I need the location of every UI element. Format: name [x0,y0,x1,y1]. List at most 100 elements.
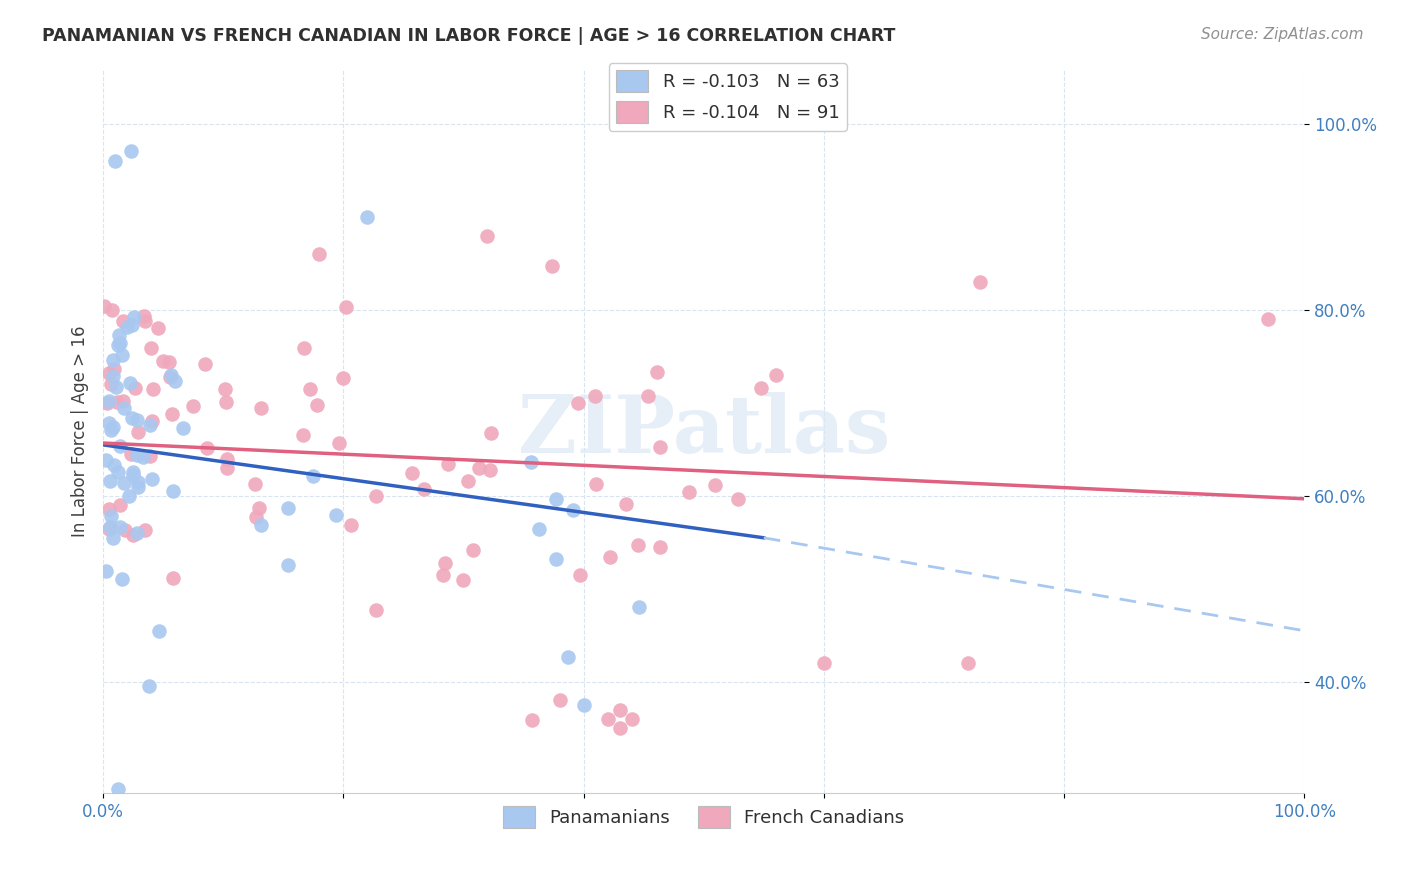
Point [956,657,979,671]
Point [468,461,491,475]
Point [463,542,485,557]
Point [401,467,423,481]
Point [132,450,155,465]
Point [298,383,321,397]
Point [108,519,131,533]
Point [541,259,564,273]
Point [97,502,120,516]
Point [479,425,502,440]
Point [277,500,299,515]
Point [340,517,363,532]
Point [335,300,357,314]
Point [969,275,991,289]
Point [585,476,607,491]
Point [727,491,749,506]
Point [245,510,267,524]
Point [125,448,148,462]
Point [100,508,122,523]
Point [100,376,122,391]
Point [112,401,135,415]
Point [127,480,149,494]
Point [107,395,129,409]
Point [583,388,606,402]
Point [124,381,146,395]
Point [139,418,162,433]
Point [138,449,160,463]
Point [172,421,194,435]
Point [548,693,571,707]
Point [215,452,238,467]
Point [162,483,184,498]
Point [103,420,125,434]
Point [98,394,121,409]
Point [148,624,170,639]
Point [101,303,124,318]
Point [96,564,118,578]
Point [93,299,115,313]
Point [703,477,725,491]
Point [107,337,129,351]
Point [111,573,134,587]
Point [307,398,329,412]
Point [520,455,543,469]
Point [765,368,787,383]
Point [181,399,204,413]
Point [437,457,460,471]
Point [325,508,347,523]
Point [546,491,568,506]
Point [250,518,273,533]
Point [520,714,543,728]
Point [110,348,132,362]
Point [142,383,165,397]
Point [107,466,129,480]
Point [247,501,270,516]
Point [127,425,149,439]
Point [160,407,183,421]
Point [157,355,180,369]
Point [111,314,134,328]
Point [557,650,579,665]
Point [457,475,479,489]
Point [432,568,454,582]
Point [124,310,146,325]
Point [120,447,142,461]
Point [637,389,659,403]
Point [215,395,238,409]
Point [115,320,138,334]
Point [98,520,121,534]
Point [749,381,772,395]
Point [141,472,163,486]
Point [648,540,671,554]
Point [243,476,266,491]
Point [813,657,835,671]
Point [302,468,325,483]
Point [138,679,160,693]
Point [122,465,145,479]
Y-axis label: In Labor Force | Age > 16: In Labor Force | Age > 16 [72,326,89,537]
Point [250,401,273,416]
Point [292,427,315,442]
Point [412,482,434,496]
Text: PANAMANIAN VS FRENCH CANADIAN IN LABOR FORCE | AGE > 16 CORRELATION CHART: PANAMANIAN VS FRENCH CANADIAN IN LABOR F… [42,27,896,45]
Text: Source: ZipAtlas.com: Source: ZipAtlas.com [1201,27,1364,42]
Point [98,474,121,488]
Point [120,144,142,158]
Point [294,341,316,355]
Text: ZIPatlas: ZIPatlas [517,392,890,470]
Point [141,341,163,355]
Point [308,247,330,261]
Point [479,463,502,477]
Point [332,371,354,385]
Legend: Panamanians, French Canadians: Panamanians, French Canadians [495,798,912,835]
Point [118,489,141,503]
Point [194,357,217,371]
Point [104,154,127,169]
Point [163,374,186,388]
Point [572,698,595,712]
Point [195,441,218,455]
Point [567,396,589,410]
Point [328,435,350,450]
Point [146,321,169,335]
Point [121,318,143,332]
Point [101,369,124,384]
